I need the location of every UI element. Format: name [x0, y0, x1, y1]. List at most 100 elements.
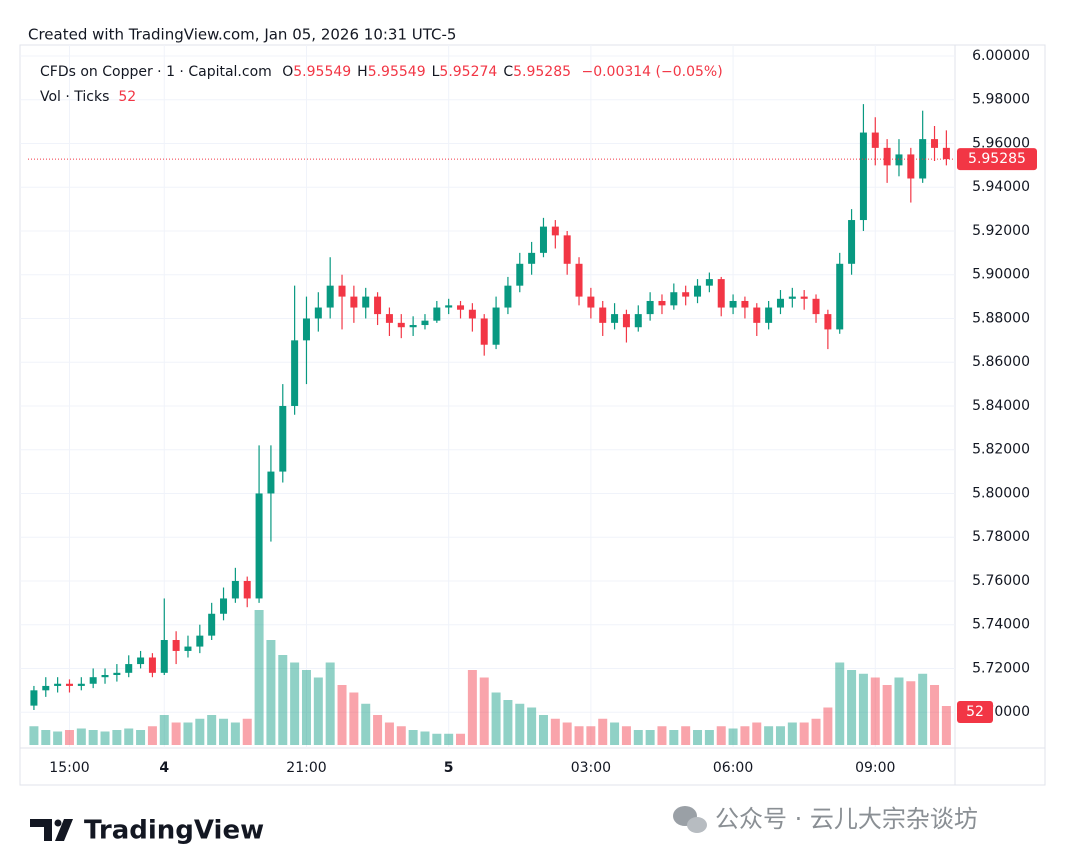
volume-tag-label: 52	[966, 704, 984, 720]
candle-body	[243, 580, 251, 599]
ohlc-label: L	[431, 64, 440, 80]
volume-bar	[325, 662, 335, 745]
candle-body	[859, 132, 867, 221]
volume-bar	[527, 707, 537, 745]
ohlc-value: 5.95285	[513, 64, 572, 80]
volume-bar	[349, 692, 359, 745]
volume-bar	[787, 722, 797, 745]
candle-body	[385, 314, 393, 323]
volume-bar	[764, 726, 774, 745]
candle-body	[279, 405, 287, 472]
volume-bar	[930, 685, 940, 745]
candle-body	[409, 325, 417, 328]
volume-bar	[467, 670, 477, 745]
candle-body	[504, 285, 512, 308]
volume-bar	[242, 718, 252, 745]
candle-body	[587, 296, 595, 308]
candle-body	[812, 298, 820, 315]
y-tick-label: 5.76000	[972, 573, 1030, 589]
volume-bar	[728, 728, 738, 745]
candle-body	[824, 314, 832, 330]
volume-bar	[219, 718, 229, 745]
axes: 6.00000 5.98000 5.96000 5.94000 5.92000 5.900…	[49, 48, 1037, 776]
candle-body	[599, 307, 607, 323]
volume-bar	[278, 655, 288, 745]
candle-body	[848, 220, 856, 264]
volume-bar	[29, 726, 39, 745]
volume-bar	[870, 677, 880, 745]
logo-dot	[54, 819, 62, 827]
volume-bar	[76, 728, 86, 745]
x-tick-label: 03:00	[571, 760, 611, 776]
branding-logo	[30, 819, 73, 841]
volume-bar	[266, 640, 276, 745]
candle-body	[753, 307, 761, 323]
volume-bar	[775, 726, 785, 745]
volume-bar	[621, 726, 631, 745]
header: Created with TradingView.com, Jan 05, 20…	[28, 26, 456, 44]
volume-bar	[207, 715, 217, 745]
candle-body	[480, 318, 488, 345]
volume-bar	[396, 726, 406, 745]
volume-bar	[906, 681, 916, 745]
volume-bar	[420, 731, 430, 745]
change: −0.00314 (−0.05%)	[581, 64, 723, 80]
ohlc-values: O5.95549 H5.95549 L5.95274 C5.95285	[276, 64, 571, 80]
candle-body	[895, 154, 903, 166]
volume-bar	[337, 685, 347, 745]
volume-bar	[847, 670, 857, 745]
x-tick-label: 4	[159, 760, 169, 776]
candle-body	[611, 314, 619, 323]
volume-bar	[538, 715, 548, 745]
volume-bar	[823, 707, 833, 745]
volume-pane	[29, 610, 951, 745]
candle-body	[575, 263, 583, 297]
candle-body	[717, 279, 725, 308]
candle-body	[326, 285, 334, 308]
candle-body	[433, 307, 441, 321]
grid	[20, 45, 955, 748]
candle-body	[184, 646, 192, 651]
y-tick-label: 5.82000	[972, 442, 1030, 458]
volume-bar	[669, 730, 679, 745]
candle-body	[314, 307, 322, 319]
candle-body	[160, 640, 168, 673]
candle-body	[741, 300, 749, 308]
candle-body	[694, 285, 702, 297]
volume-bar	[384, 722, 394, 745]
watermark-icon	[673, 806, 707, 833]
candle-body	[255, 493, 263, 599]
chart-frame	[19, 44, 1046, 786]
candle-body	[220, 598, 228, 614]
candle-body	[457, 305, 465, 310]
volume-bar	[290, 662, 300, 745]
ohlc-value: 5.95549	[293, 64, 352, 80]
volume-bar	[515, 703, 525, 745]
volume-bar	[716, 726, 726, 745]
logo-mark	[30, 819, 73, 841]
volume-bar	[254, 610, 264, 745]
volume-bar	[479, 677, 489, 745]
volume-bar	[562, 722, 572, 745]
symbol-title: CFDs on Copper · 1 · Capital.com	[40, 64, 272, 80]
ohlc-label: C	[503, 64, 514, 80]
x-tick-label: 21:00	[286, 760, 326, 776]
volume-bar	[432, 733, 442, 745]
volume-bar	[361, 703, 371, 745]
ohlc-label: H	[357, 64, 368, 80]
volume-bar	[704, 730, 714, 745]
y-tick-label: 5.86000	[972, 354, 1030, 370]
volume-bar	[64, 730, 74, 745]
candle-body	[421, 320, 429, 326]
candle-body	[871, 132, 879, 148]
candle-body	[658, 300, 666, 306]
candle-body	[77, 683, 85, 686]
volume-title: Vol · Ticks	[40, 89, 110, 105]
volume-bar	[444, 733, 454, 745]
volume-tag	[957, 701, 993, 723]
x-tick-label: 09:00	[855, 760, 895, 776]
candle-body	[670, 292, 678, 306]
volume-bar	[894, 677, 904, 745]
candle-body	[729, 300, 737, 308]
volume-bar	[941, 706, 951, 745]
